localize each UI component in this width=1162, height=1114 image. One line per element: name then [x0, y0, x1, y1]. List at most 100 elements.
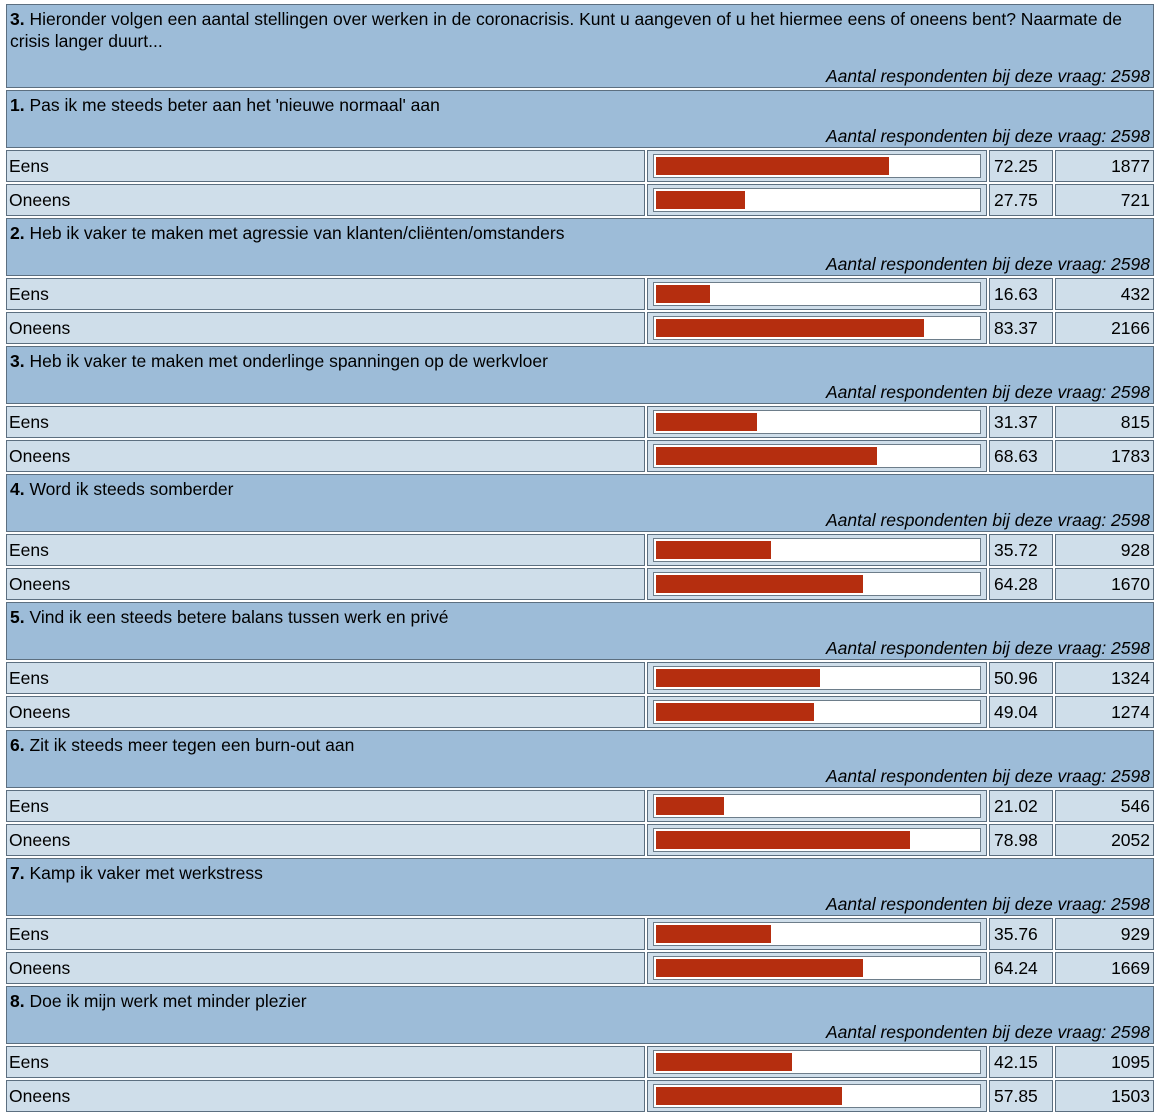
- bar-cell: [647, 824, 987, 856]
- bar-cell: [647, 568, 987, 600]
- statement-header: 4. Word ik steeds somberder Aantal respon…: [6, 474, 1154, 532]
- statement-header: 3. Heb ik vaker te maken met onderlinge …: [6, 346, 1154, 404]
- statement-label: Vind ik een steeds betere balans tussen …: [24, 607, 449, 627]
- answer-row: Oneens 27.75 721: [6, 184, 1154, 216]
- statement-header: 5. Vind ik een steeds betere balans tuss…: [6, 602, 1154, 660]
- statement-text: 5. Vind ik een steeds betere balans tuss…: [10, 606, 1133, 628]
- response-count: 2052: [1055, 824, 1154, 856]
- statement-label: Heb ik vaker te maken met agressie van k…: [24, 223, 565, 243]
- percentage-value: 49.04: [989, 696, 1053, 728]
- statement-text: 6. Zit ik steeds meer tegen een burn-out…: [10, 734, 1133, 756]
- answer-row: Oneens 68.63 1783: [6, 440, 1154, 472]
- bar-cell: [647, 790, 987, 822]
- response-count: 1669: [1055, 952, 1154, 984]
- percentage-bar: [656, 669, 821, 687]
- answer-row: Eens 21.02 546: [6, 790, 1154, 822]
- bar-track: [653, 700, 981, 724]
- answer-row: Eens 35.76 929: [6, 918, 1154, 950]
- bar-track: [653, 794, 981, 818]
- percentage-bar: [656, 157, 889, 175]
- bar-cell: [647, 150, 987, 182]
- answer-label: Eens: [6, 662, 645, 694]
- percentage-value: 16.63: [989, 278, 1053, 310]
- answer-label: Eens: [6, 918, 645, 950]
- respondent-count: Aantal respondenten bij deze vraag: 2598: [826, 638, 1150, 658]
- percentage-bar: [656, 285, 710, 303]
- answer-label: Eens: [6, 534, 645, 566]
- percentage-value: 50.96: [989, 662, 1053, 694]
- answer-row: Eens 72.25 1877: [6, 150, 1154, 182]
- response-count: 721: [1055, 184, 1154, 216]
- percentage-bar: [656, 925, 772, 943]
- bar-track: [653, 154, 981, 178]
- answer-row: Eens 42.15 1095: [6, 1046, 1154, 1078]
- statement-text: 1. Pas ik me steeds beter aan het 'nieuw…: [10, 94, 1133, 116]
- bar-cell: [647, 534, 987, 566]
- statement-number: 1.: [10, 95, 25, 115]
- bar-cell: [647, 1046, 987, 1078]
- statement-header: 7. Kamp ik vaker met werkstress Aantal re…: [6, 858, 1154, 916]
- percentage-bar: [656, 797, 724, 815]
- percentage-bar: [656, 319, 925, 337]
- percentage-bar: [656, 413, 757, 431]
- percentage-bar: [656, 1087, 843, 1105]
- survey-results-table: 3. Hieronder volgen een aantal stellinge…: [6, 4, 1154, 1114]
- answer-label: Eens: [6, 150, 645, 182]
- statement-text: 4. Word ik steeds somberder: [10, 478, 1133, 500]
- percentage-value: 35.76: [989, 918, 1053, 950]
- statement-list: 1. Pas ik me steeds beter aan het 'nieuw…: [6, 90, 1154, 1112]
- bar-track: [653, 538, 981, 562]
- statement-header: 6. Zit ik steeds meer tegen een burn-out…: [6, 730, 1154, 788]
- answer-row: Oneens 64.28 1670: [6, 568, 1154, 600]
- statement-header: 8. Doe ik mijn werk met minder plezier Aa…: [6, 986, 1154, 1044]
- response-count: 928: [1055, 534, 1154, 566]
- bar-cell: [647, 278, 987, 310]
- bar-track: [653, 1050, 981, 1074]
- statement-label: Pas ik me steeds beter aan het 'nieuwe n…: [24, 95, 440, 115]
- bar-track: [653, 316, 981, 340]
- percentage-value: 83.37: [989, 312, 1053, 344]
- answer-row: Oneens 57.85 1503: [6, 1080, 1154, 1112]
- respondent-count: Aantal respondenten bij deze vraag: 2598: [826, 126, 1150, 146]
- percentage-value: 64.24: [989, 952, 1053, 984]
- main-question-header: 3. Hieronder volgen een aantal stellinge…: [6, 4, 1154, 88]
- answer-row: Eens 50.96 1324: [6, 662, 1154, 694]
- percentage-bar: [656, 447, 877, 465]
- statement-label: Kamp ik vaker met werkstress: [24, 863, 263, 883]
- response-count: 1877: [1055, 150, 1154, 182]
- bar-track: [653, 282, 981, 306]
- percentage-value: 42.15: [989, 1046, 1053, 1078]
- bar-cell: [647, 312, 987, 344]
- bar-cell: [647, 918, 987, 950]
- response-count: 1783: [1055, 440, 1154, 472]
- answer-label: Eens: [6, 790, 645, 822]
- statement-number: 6.: [10, 735, 25, 755]
- percentage-value: 64.28: [989, 568, 1053, 600]
- answer-row: Oneens 78.98 2052: [6, 824, 1154, 856]
- percentage-bar: [656, 191, 746, 209]
- percentage-value: 35.72: [989, 534, 1053, 566]
- answer-label: Eens: [6, 278, 645, 310]
- main-respondent-count: Aantal respondenten bij deze vraag: 2598: [826, 66, 1150, 86]
- answer-row: Oneens 83.37 2166: [6, 312, 1154, 344]
- respondent-count: Aantal respondenten bij deze vraag: 2598: [826, 510, 1150, 530]
- respondent-count: Aantal respondenten bij deze vraag: 2598: [826, 382, 1150, 402]
- percentage-value: 57.85: [989, 1080, 1053, 1112]
- percentage-bar: [656, 575, 863, 593]
- statement-number: 4.: [10, 479, 25, 499]
- bar-track: [653, 828, 981, 852]
- statement-number: 3.: [10, 351, 25, 371]
- bar-track: [653, 1084, 981, 1108]
- bar-cell: [647, 952, 987, 984]
- percentage-value: 21.02: [989, 790, 1053, 822]
- answer-label: Oneens: [6, 1080, 645, 1112]
- response-count: 546: [1055, 790, 1154, 822]
- respondent-count: Aantal respondenten bij deze vraag: 2598: [826, 254, 1150, 274]
- answer-label: Oneens: [6, 568, 645, 600]
- answer-row: Oneens 49.04 1274: [6, 696, 1154, 728]
- answer-row: Eens 16.63 432: [6, 278, 1154, 310]
- response-count: 432: [1055, 278, 1154, 310]
- percentage-value: 68.63: [989, 440, 1053, 472]
- bar-cell: [647, 1080, 987, 1112]
- statement-label: Zit ik steeds meer tegen een burn-out aa…: [24, 735, 355, 755]
